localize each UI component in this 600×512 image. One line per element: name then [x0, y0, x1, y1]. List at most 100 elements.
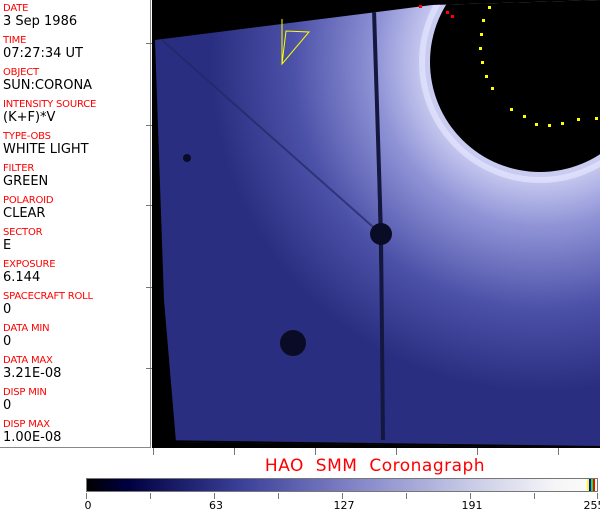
field-value: GREEN: [3, 174, 49, 189]
colorbar-label: 191: [461, 499, 483, 512]
overlay-point-red: [446, 11, 449, 14]
dark-spot: [280, 330, 306, 356]
overlay-point-yellow: [548, 124, 551, 127]
field-value: 3 Sep 1986: [3, 14, 78, 29]
axis-tick-left: [146, 43, 152, 44]
field-label: DISP MAX: [3, 419, 50, 430]
colorbar-stripe: [587, 479, 589, 491]
field-label: DISP MIN: [3, 387, 47, 398]
field-spacecraft-roll: SPACECRAFT ROLL 0: [3, 291, 93, 317]
field-value: 3.21E-08: [3, 366, 62, 381]
field-data-max: DATA MAX 3.21E-08: [3, 355, 61, 381]
overlay-point-yellow: [561, 122, 564, 125]
colorbar-tick: [342, 493, 343, 499]
axis-tick-bottom: [153, 448, 154, 455]
coronagraph-image[interactable]: [152, 0, 600, 448]
field-label: EXPOSURE: [3, 259, 56, 270]
field-label: DATE: [3, 3, 29, 14]
overlay-point-yellow: [510, 108, 513, 111]
pylon-diagonal: [161, 39, 382, 235]
axis-tick-left: [146, 125, 152, 126]
field-value: 0: [3, 334, 12, 349]
plot-title: HAO SMM Coronagraph: [264, 456, 486, 476]
overlay-point-yellow: [480, 33, 483, 36]
field-filter: FILTER GREEN: [3, 163, 48, 189]
axis-tick-bottom: [558, 448, 559, 455]
colorbar-label: 63: [209, 499, 223, 512]
field-value: 0: [3, 302, 12, 317]
overlay-point-yellow: [535, 123, 538, 126]
field-label: TYPE-OBS: [3, 131, 51, 142]
field-sector: SECTOR E: [3, 227, 43, 253]
coronagraph-image-canvas: [155, 0, 600, 448]
color-bar: [86, 478, 598, 492]
overlay-point-yellow: [577, 118, 580, 121]
colorbar-stripe: [591, 479, 593, 491]
overlay-point-yellow: [485, 75, 488, 78]
colorbar-tick: [214, 493, 215, 499]
field-label: DATA MIN: [3, 323, 50, 334]
colorbar-tick: [470, 493, 471, 499]
field-time: TIME 07:27:34 UT: [3, 35, 83, 61]
field-value: 1.00E-08: [3, 430, 62, 445]
overlay-point-yellow: [479, 47, 482, 50]
header-info-panel: DATE 3 Sep 1986 TIME 07:27:34 UT OBJECT SUN:C…: [0, 0, 151, 448]
axis-tick-bottom: [477, 448, 478, 455]
field-polaroid: POLAROID CLEAR: [3, 195, 54, 221]
field-exposure: EXPOSURE 6.144: [3, 259, 56, 285]
axis-tick-left: [146, 368, 152, 369]
overlay-point-yellow: [523, 115, 526, 118]
overlay-point-yellow: [488, 6, 491, 9]
field-value: SUN:CORONA: [3, 78, 93, 93]
field-label: DATA MAX: [3, 355, 53, 366]
axis-tick-left: [146, 287, 152, 288]
field-label: SECTOR: [3, 227, 43, 238]
field-label: FILTER: [3, 163, 35, 174]
colorbar-tick: [406, 493, 407, 499]
overlay-point-yellow: [491, 87, 494, 90]
field-value: 07:27:34 UT: [3, 46, 83, 61]
axis-tick-bottom: [315, 448, 316, 455]
overlay-triangle: [281, 19, 311, 66]
field-value: CLEAR: [3, 206, 46, 221]
overlay-point-yellow: [595, 117, 598, 120]
field-value: E: [3, 238, 12, 253]
overlay-markers: [419, 5, 598, 127]
axis-tick-bottom: [234, 448, 235, 455]
field-value: WHITE LIGHT: [3, 142, 89, 157]
field-disp-max: DISP MAX 1.00E-08: [3, 419, 61, 445]
pylon-hub: [370, 223, 392, 245]
field-intensity-source: INTENSITY SOURCE (K+F)*V: [3, 99, 96, 125]
field-date: DATE 3 Sep 1986: [3, 3, 77, 29]
field-value: (K+F)*V: [3, 110, 56, 125]
field-disp-min: DISP MIN 0: [3, 387, 47, 413]
overlay-point-red: [419, 5, 422, 8]
colorbar-tick: [534, 493, 535, 499]
field-label: POLAROID: [3, 195, 54, 206]
field-object: OBJECT SUN:CORONA: [3, 67, 92, 93]
field-data-min: DATA MIN 0: [3, 323, 50, 349]
colorbar-label: 127: [333, 499, 355, 512]
field-value: 0: [3, 398, 12, 413]
axis-tick-bottom: [396, 448, 397, 455]
axis-tick-left: [146, 205, 152, 206]
overlay-point-yellow: [481, 61, 484, 64]
colorbar-label: 255: [583, 499, 600, 512]
colorbar-label: 0: [84, 499, 92, 512]
colorbar-tick: [278, 493, 279, 499]
field-type-obs: TYPE-OBS WHITE LIGHT: [3, 131, 89, 157]
colorbar-tick: [150, 493, 151, 499]
field-label: SPACECRAFT ROLL: [3, 291, 93, 302]
colorbar-stripe: [589, 479, 591, 491]
overlay-point-yellow: [482, 19, 485, 22]
overlay-point-red: [451, 15, 454, 18]
field-label: OBJECT: [3, 67, 39, 78]
field-value: 6.144: [3, 270, 41, 285]
field-label: INTENSITY SOURCE: [3, 99, 97, 110]
colorbar-tick: [597, 493, 598, 499]
occulter-rim: [419, 0, 600, 183]
field-label: TIME: [3, 35, 27, 46]
colorbar-stripe: [593, 479, 595, 491]
small-dark-spot: [183, 154, 191, 162]
colorbar-tick: [86, 493, 87, 499]
